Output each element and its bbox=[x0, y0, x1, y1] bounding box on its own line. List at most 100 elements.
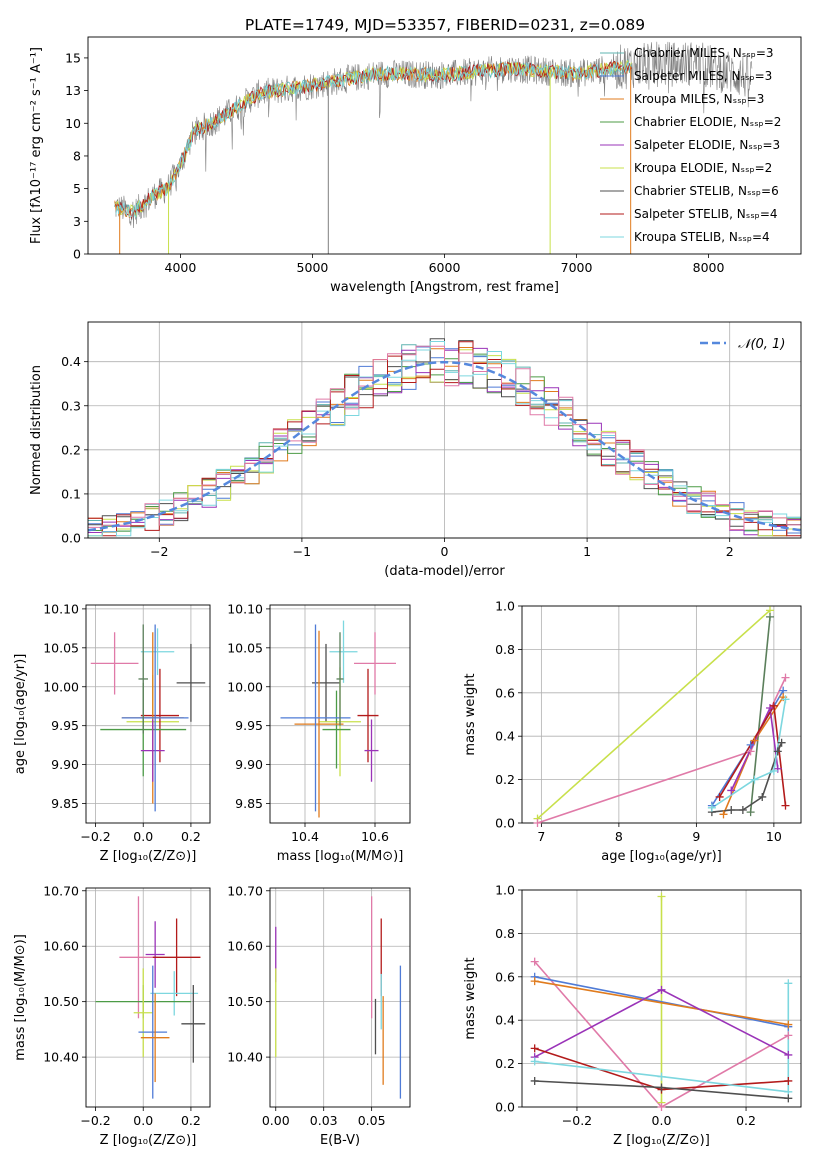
series-marker bbox=[750, 775, 759, 784]
y-tick-label: 0.6 bbox=[495, 969, 515, 984]
x-tick-label: 2 bbox=[726, 544, 734, 559]
x-axis-label: Z [log₁₀(Z/Z⊙)] bbox=[613, 1133, 710, 1148]
series-marker bbox=[750, 736, 759, 745]
x-tick-label: 5000 bbox=[297, 260, 329, 275]
x-tick-label: 8000 bbox=[693, 260, 725, 275]
series-marker bbox=[530, 1044, 539, 1053]
series-line-kroupa_stelib bbox=[711, 699, 787, 809]
y-tick-label: 5 bbox=[73, 181, 81, 196]
plot-area bbox=[114, 41, 753, 254]
y-tick-label: 10.60 bbox=[227, 939, 263, 954]
series-marker bbox=[773, 747, 782, 756]
legend-label: Kroupa MILES, Nₛₛₚ=3 bbox=[634, 92, 764, 106]
x-tick-label: 0.0 bbox=[652, 1113, 672, 1128]
y-tick-label: 0.2 bbox=[495, 1056, 515, 1071]
series-marker bbox=[758, 792, 767, 801]
observed-spectrum bbox=[114, 41, 753, 229]
x-tick-label: 7 bbox=[537, 829, 545, 844]
y-tick-label: 10.40 bbox=[43, 1050, 79, 1065]
plot-area bbox=[280, 620, 396, 818]
legend-label: Salpeter MILES, Nₛₛₚ=3 bbox=[634, 69, 772, 83]
legend-label: Chabrier ELODIE, Nₛₛₚ=2 bbox=[634, 115, 781, 129]
y-tick-label: 0 bbox=[73, 247, 81, 262]
y-tick-label: 15 bbox=[65, 50, 81, 65]
series-line-kroupa_elodie bbox=[536, 609, 771, 820]
series-marker bbox=[781, 801, 790, 810]
series-marker bbox=[657, 985, 666, 994]
y-tick-label: 0.1 bbox=[61, 486, 81, 501]
y-tick-label: 9.90 bbox=[235, 757, 263, 772]
y-tick-label: 13 bbox=[65, 83, 81, 98]
x-tick-label: 7000 bbox=[561, 260, 593, 275]
y-axis-label: mass [log₁₀(M/M⊙)] bbox=[13, 934, 28, 1061]
y-tick-label: 0.6 bbox=[495, 685, 515, 700]
y-axis-label: age [log₁₀(age/yr)] bbox=[13, 654, 28, 775]
panel-age_vs_mass: 10.4 10.6 9.85 9.90 9.95 10.00 10.05 10.10 mass … bbox=[227, 601, 411, 864]
panel-residuals: −2 −1 0 1 2 0.0 0.1 0.2 0.3 0.4 (data-model)/error… bbox=[29, 321, 802, 579]
axes-frame bbox=[521, 605, 802, 824]
x-axis-label: (data-model)/error bbox=[384, 564, 505, 579]
series-marker bbox=[530, 977, 539, 986]
series-marker bbox=[657, 892, 666, 901]
y-tick-label: 10.10 bbox=[43, 601, 79, 616]
series-marker bbox=[746, 740, 755, 749]
x-tick-label: 9 bbox=[692, 829, 700, 844]
series-marker bbox=[766, 612, 774, 621]
panel-massweight_vs_age: 7 8 9 10 0.0 0.2 0.4 0.6 0.8 1.0 age [log₁₀(age/yr… bbox=[463, 599, 802, 864]
y-tick-label: 0.2 bbox=[495, 772, 515, 787]
y-tick-label: 0.4 bbox=[61, 354, 81, 369]
figure-title: PLATE=1749, MJD=53357, FIBERID=0231, z=0… bbox=[245, 16, 645, 34]
series-marker bbox=[784, 1020, 793, 1029]
y-tick-label: 9.85 bbox=[51, 796, 79, 811]
legend-label: 𝒩(0, 1) bbox=[738, 337, 785, 352]
y-tick-label: 0.0 bbox=[495, 1100, 515, 1115]
series-marker bbox=[769, 766, 778, 775]
y-tick-label: 10.00 bbox=[43, 679, 79, 694]
series-marker bbox=[781, 695, 790, 704]
y-tick-label: 10.40 bbox=[227, 1050, 263, 1065]
series-marker bbox=[781, 673, 790, 682]
series-line-pink bbox=[534, 961, 789, 1107]
y-tick-label: 0.3 bbox=[61, 398, 81, 413]
y-tick-label: 9.95 bbox=[235, 718, 263, 733]
y-tick-label: 0.0 bbox=[61, 531, 81, 546]
x-tick-label: 0 bbox=[441, 544, 449, 559]
y-tick-label: 1.0 bbox=[495, 599, 515, 614]
series-marker bbox=[784, 1076, 793, 1085]
y-tick-label: 10 bbox=[65, 116, 81, 131]
x-tick-label: 10.4 bbox=[291, 829, 319, 844]
y-axis-label: mass weight bbox=[463, 957, 478, 1039]
x-axis-label: age [log₁₀(age/yr)] bbox=[601, 849, 722, 864]
series-marker bbox=[777, 738, 786, 747]
series-marker bbox=[533, 819, 542, 827]
series-marker bbox=[715, 792, 724, 801]
series-marker bbox=[784, 1050, 793, 1059]
x-axis-label: E(B-V) bbox=[320, 1133, 360, 1148]
x-axis-label: Z [log₁₀(Z/Z⊙)] bbox=[100, 849, 197, 864]
series-marker bbox=[784, 1031, 793, 1040]
series-marker bbox=[746, 808, 755, 817]
series-marker bbox=[657, 1083, 666, 1092]
y-axis-label: mass weight bbox=[463, 673, 478, 755]
series-marker bbox=[738, 805, 747, 814]
x-tick-label: 0.05 bbox=[358, 1113, 386, 1128]
axes-frame bbox=[87, 36, 802, 255]
x-tick-label: 10.6 bbox=[361, 829, 389, 844]
plot-area bbox=[275, 896, 402, 1099]
y-tick-label: 0.8 bbox=[495, 926, 515, 941]
y-tick-label: 10.50 bbox=[43, 994, 79, 1009]
series-line-salpeter_miles bbox=[534, 976, 789, 1028]
y-tick-label: 0.4 bbox=[495, 729, 515, 744]
y-tick-label: 9.90 bbox=[51, 757, 79, 772]
plot-area bbox=[88, 338, 801, 537]
series-marker bbox=[784, 1094, 793, 1103]
x-tick-label: 0.03 bbox=[310, 1113, 338, 1128]
panel-massweight_vs_Z: −0.2 0.0 0.2 0.0 0.2 0.4 0.6 0.8 1.0 Z [log₁₀(Z/Z… bbox=[463, 883, 802, 1148]
y-tick-label: 0.4 bbox=[495, 1013, 515, 1028]
panels: 4000 5000 6000 7000 80000358101315wavelength… bbox=[13, 36, 802, 1148]
x-tick-label: 10 bbox=[766, 829, 782, 844]
axes-frame bbox=[87, 321, 802, 539]
y-tick-label: 8 bbox=[73, 148, 81, 163]
y-tick-label: 0.0 bbox=[495, 816, 515, 831]
